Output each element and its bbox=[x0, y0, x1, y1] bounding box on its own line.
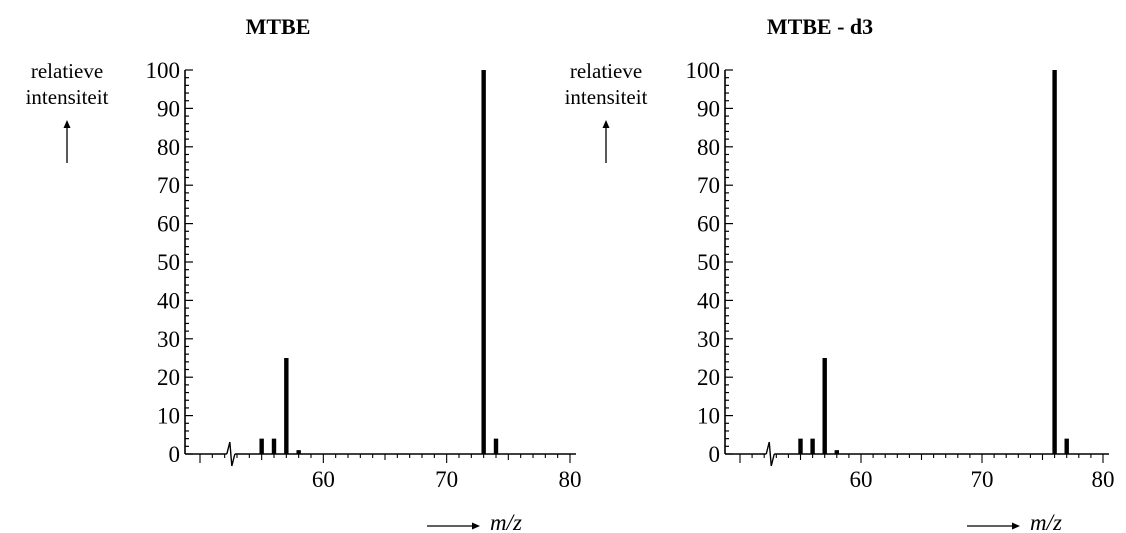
y-tick-label: 70 bbox=[157, 173, 180, 198]
y-tick-label: 0 bbox=[709, 442, 721, 467]
y-axis-arrow-head bbox=[602, 120, 610, 128]
y-tick-label: 30 bbox=[157, 327, 180, 352]
y-axis-label-line-2: intensiteit bbox=[565, 85, 648, 109]
y-axis-label-line-1: relatieve bbox=[31, 59, 103, 83]
chart-title: MTBE bbox=[246, 14, 311, 39]
spectrum-bar bbox=[284, 358, 289, 454]
y-tick-label: 60 bbox=[157, 212, 180, 237]
spectrum-bar bbox=[481, 70, 486, 454]
y-tick-label: 90 bbox=[697, 96, 720, 121]
y-axis-arrow-head bbox=[63, 120, 71, 128]
spectrum-bar bbox=[296, 450, 301, 454]
spectrum-bar bbox=[493, 438, 499, 454]
y-tick-label: 30 bbox=[697, 327, 720, 352]
x-axis-label: m/z bbox=[1030, 510, 1062, 533]
x-tick-label: 80 bbox=[1092, 467, 1115, 492]
x-tick-label: 70 bbox=[435, 467, 458, 492]
y-tick-label: 40 bbox=[697, 288, 720, 313]
spectrum-bar bbox=[1052, 70, 1057, 454]
y-tick-label: 10 bbox=[157, 404, 180, 429]
chart-title: MTBE - d3 bbox=[767, 14, 873, 39]
y-tick-label: 60 bbox=[697, 212, 720, 237]
x-tick-label: 60 bbox=[850, 467, 873, 492]
y-tick-label: 0 bbox=[169, 442, 181, 467]
y-tick-label: 20 bbox=[697, 365, 720, 390]
y-tick-label: 20 bbox=[157, 365, 180, 390]
y-tick-label: 90 bbox=[157, 96, 180, 121]
x-axis-label: m/z bbox=[490, 510, 522, 533]
spectrum-bar bbox=[259, 438, 264, 454]
y-tick-label: 70 bbox=[697, 173, 720, 198]
y-tick-label: 80 bbox=[157, 135, 180, 160]
spectrum-bar bbox=[271, 438, 277, 454]
spectrum-bar bbox=[798, 438, 803, 454]
y-tick-label: 10 bbox=[697, 404, 720, 429]
y-axis-label-line-2: intensiteit bbox=[26, 85, 109, 109]
x-axis-break bbox=[765, 441, 775, 467]
spectrum-bar bbox=[810, 438, 815, 454]
y-axis-label-line-1: relatieve bbox=[570, 59, 642, 83]
spectrum-bar bbox=[834, 450, 839, 454]
y-tick-label: 50 bbox=[157, 250, 180, 275]
x-axis-break bbox=[226, 441, 236, 467]
y-tick-label: 40 bbox=[157, 288, 180, 313]
spectrum-bar bbox=[822, 358, 827, 454]
x-tick-label: 60 bbox=[312, 467, 335, 492]
y-tick-label: 100 bbox=[146, 58, 181, 83]
x-tick-label: 70 bbox=[971, 467, 994, 492]
x-axis-arrow-head bbox=[1012, 522, 1020, 530]
y-tick-label: 80 bbox=[697, 135, 720, 160]
x-axis-arrow-head bbox=[472, 522, 480, 530]
y-tick-label: 50 bbox=[697, 250, 720, 275]
x-tick-label: 80 bbox=[559, 467, 582, 492]
spectrum-bar bbox=[1064, 438, 1069, 454]
y-tick-label: 100 bbox=[686, 58, 721, 83]
